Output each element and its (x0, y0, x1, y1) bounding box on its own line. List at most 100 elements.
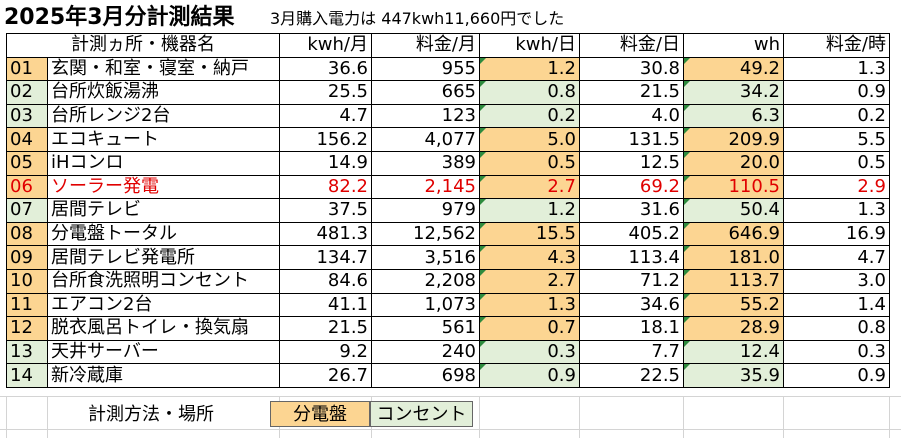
device-name[interactable]: エコキュート (47, 127, 280, 152)
fee-day-cell[interactable]: 405.2 (579, 221, 684, 247)
wh-cell[interactable]: 49.2 (683, 56, 784, 82)
fee-hour-cell[interactable]: 0.9 (783, 363, 890, 388)
device-name[interactable]: 新冷蔵庫 (47, 363, 280, 388)
kwh-day-cell[interactable]: 1.3 (479, 292, 580, 318)
fee-month-cell[interactable]: 4,077 (371, 127, 480, 152)
fee-hour-cell[interactable]: 1.3 (783, 198, 890, 223)
kwh-month-cell[interactable]: 481.3 (279, 221, 372, 247)
row-number[interactable]: 06 (6, 174, 48, 200)
device-name[interactable]: エアコン2台 (47, 292, 280, 318)
kwh-day-cell[interactable]: 0.8 (479, 80, 580, 105)
fee-hour-cell[interactable]: 2.9 (783, 174, 890, 200)
kwh-month-cell[interactable]: 26.7 (279, 363, 372, 388)
fee-day-cell[interactable]: 22.5 (579, 363, 684, 388)
header-kwh-month[interactable]: kwh/月 (279, 33, 372, 58)
row-number[interactable]: 05 (6, 150, 48, 176)
row-number[interactable]: 01 (6, 56, 48, 82)
fee-month-cell[interactable]: 2,145 (371, 174, 480, 200)
fee-month-cell[interactable]: 665 (371, 80, 480, 105)
fee-month-cell[interactable]: 389 (371, 150, 480, 176)
device-name[interactable]: 居間テレビ (47, 198, 280, 223)
fee-month-cell[interactable]: 3,516 (371, 245, 480, 270)
fee-month-cell[interactable]: 955 (371, 56, 480, 82)
row-number[interactable]: 02 (6, 80, 48, 105)
row-number[interactable]: 04 (6, 127, 48, 152)
legend-outlet[interactable]: コンセント (370, 401, 473, 427)
row-number[interactable]: 10 (6, 268, 48, 294)
fee-month-cell[interactable]: 123 (371, 103, 480, 129)
kwh-month-cell[interactable]: 4.7 (279, 103, 372, 129)
fee-hour-cell[interactable]: 3.0 (783, 268, 890, 294)
fee-hour-cell[interactable]: 16.9 (783, 221, 890, 247)
fee-day-cell[interactable]: 71.2 (579, 268, 684, 294)
fee-hour-cell[interactable]: 4.7 (783, 245, 890, 270)
kwh-month-cell[interactable]: 41.1 (279, 292, 372, 318)
kwh-day-cell[interactable]: 0.7 (479, 316, 580, 341)
fee-month-cell[interactable]: 698 (371, 363, 480, 388)
wh-cell[interactable]: 55.2 (683, 292, 784, 318)
wh-cell[interactable]: 12.4 (683, 339, 784, 365)
fee-month-cell[interactable]: 1,073 (371, 292, 480, 318)
header-fee-month[interactable]: 料金/月 (371, 33, 480, 58)
kwh-month-cell[interactable]: 84.6 (279, 268, 372, 294)
header-kwh-day[interactable]: kwh/日 (479, 33, 580, 58)
fee-hour-cell[interactable]: 1.3 (783, 56, 890, 82)
row-number[interactable]: 07 (6, 198, 48, 223)
row-number[interactable]: 08 (6, 221, 48, 247)
kwh-day-cell[interactable]: 2.7 (479, 268, 580, 294)
kwh-day-cell[interactable]: 0.9 (479, 363, 580, 388)
kwh-month-cell[interactable]: 9.2 (279, 339, 372, 365)
fee-month-cell[interactable]: 561 (371, 316, 480, 341)
kwh-month-cell[interactable]: 82.2 (279, 174, 372, 200)
wh-cell[interactable]: 28.9 (683, 316, 784, 341)
fee-day-cell[interactable]: 30.8 (579, 56, 684, 82)
fee-month-cell[interactable]: 12,562 (371, 221, 480, 247)
device-name[interactable]: 居間テレビ発電所 (47, 245, 280, 270)
device-name[interactable]: iHコンロ (47, 150, 280, 176)
fee-day-cell[interactable]: 7.7 (579, 339, 684, 365)
fee-month-cell[interactable]: 240 (371, 339, 480, 365)
fee-day-cell[interactable]: 31.6 (579, 198, 684, 223)
kwh-day-cell[interactable]: 0.2 (479, 103, 580, 129)
device-name[interactable]: 分電盤トータル (47, 221, 280, 247)
kwh-day-cell[interactable]: 4.3 (479, 245, 580, 270)
wh-cell[interactable]: 181.0 (683, 245, 784, 270)
fee-day-cell[interactable]: 113.4 (579, 245, 684, 270)
row-number[interactable]: 12 (6, 316, 48, 341)
device-name[interactable]: ソーラー発電 (47, 174, 280, 200)
wh-cell[interactable]: 110.5 (683, 174, 784, 200)
kwh-day-cell[interactable]: 1.2 (479, 56, 580, 82)
fee-day-cell[interactable]: 21.5 (579, 80, 684, 105)
fee-hour-cell[interactable]: 0.2 (783, 103, 890, 129)
fee-month-cell[interactable]: 979 (371, 198, 480, 223)
fee-day-cell[interactable]: 12.5 (579, 150, 684, 176)
wh-cell[interactable]: 35.9 (683, 363, 784, 388)
wh-cell[interactable]: 6.3 (683, 103, 784, 129)
fee-day-cell[interactable]: 131.5 (579, 127, 684, 152)
wh-cell[interactable]: 209.9 (683, 127, 784, 152)
fee-hour-cell[interactable]: 0.9 (783, 80, 890, 105)
kwh-day-cell[interactable]: 15.5 (479, 221, 580, 247)
fee-hour-cell[interactable]: 0.3 (783, 339, 890, 365)
kwh-day-cell[interactable]: 0.5 (479, 150, 580, 176)
wh-cell[interactable]: 646.9 (683, 221, 784, 247)
device-name[interactable]: 玄関・和室・寝室・納戸 (47, 56, 280, 82)
header-fee-hour[interactable]: 料金/時 (783, 33, 890, 58)
fee-hour-cell[interactable]: 0.5 (783, 150, 890, 176)
device-name[interactable]: 台所炊飯湯沸 (47, 80, 280, 105)
kwh-day-cell[interactable]: 2.7 (479, 174, 580, 200)
kwh-month-cell[interactable]: 14.9 (279, 150, 372, 176)
row-number[interactable]: 14 (6, 363, 48, 388)
wh-cell[interactable]: 50.4 (683, 198, 784, 223)
device-name[interactable]: 天井サーバー (47, 339, 280, 365)
header-fee-day[interactable]: 料金/日 (579, 33, 684, 58)
legend-panel[interactable]: 分電盤 (270, 401, 370, 427)
header-wh[interactable]: wh (683, 33, 784, 58)
wh-cell[interactable]: 20.0 (683, 150, 784, 176)
fee-day-cell[interactable]: 69.2 (579, 174, 684, 200)
fee-hour-cell[interactable]: 0.8 (783, 316, 890, 341)
kwh-day-cell[interactable]: 0.3 (479, 339, 580, 365)
device-name[interactable]: 脱衣風呂トイレ・換気扇 (47, 316, 280, 341)
row-number[interactable]: 11 (6, 292, 48, 318)
row-number[interactable]: 09 (6, 245, 48, 270)
